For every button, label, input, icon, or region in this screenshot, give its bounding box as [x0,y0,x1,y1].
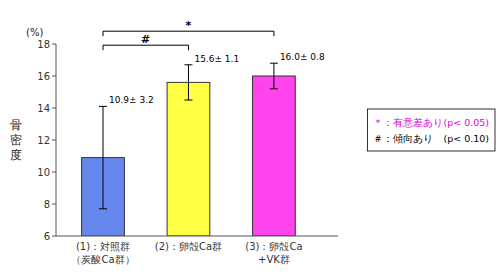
error-line [273,63,274,89]
x-tick-label-line: (2)：卵殻Ca群 [155,241,222,252]
data-label: 15.6± 1.1 [194,54,239,64]
error-bar [270,63,278,89]
y-tick-label: 14 [37,103,50,114]
x-tick-label-line: (1)：対照群 [76,241,130,252]
x-tick-label-line: (3)：卵殻Ca [245,241,302,252]
bar [167,82,210,236]
y-tick [52,172,56,173]
y-tick [52,44,56,45]
bar [253,76,296,236]
data-label: 10.9± 3.2 [109,95,154,105]
x-tick-label: (3)：卵殻Ca +VK群 [245,241,302,265]
y-axis-label: 骨密度 [10,118,22,162]
y-tick [52,76,56,77]
y-axis: 6 8 10 12 14 16 18 [37,39,56,242]
y-tick-label: 8 [44,199,50,210]
significance-mark: # [141,33,150,46]
y-axis-line [56,44,57,236]
data-label: 16.0± 0.8 [280,52,325,62]
y-tick [52,204,56,205]
significance-mark: * [186,19,192,32]
x-axis-line [56,236,338,237]
error-bar [99,106,107,208]
plot-area [82,63,296,236]
note-box: ＊：有意差あり(p< 0.05) ＃：傾向あり (p< 0.10) [367,109,495,151]
y-tick-label: 6 [44,231,50,242]
error-cap [270,88,278,89]
units-label: (%) [26,27,43,38]
note-frame [367,109,495,151]
x-tick-label-line: +VK群 [258,254,290,265]
error-bar [184,65,192,100]
y-axis-label-line: 密 [10,133,22,147]
y-tick-label: 12 [37,135,50,146]
y-tick [52,236,56,237]
y-tick [52,140,56,141]
note-text: ＊：有意差あり(p< 0.05) [373,117,489,128]
x-tick-label: (1)：対照群 （炭酸Ca群） [71,241,134,265]
error-cap [184,100,192,101]
x-tick-label: (2)：卵殻Ca群 [155,241,222,252]
y-tick-label: 18 [37,39,50,50]
error-line [103,106,104,208]
y-tick [52,108,56,109]
error-cap [99,208,107,209]
error-line [188,65,189,100]
y-axis-label-line: 度 [10,148,22,162]
note-text: ＃：傾向あり (p< 0.10) [373,133,489,144]
y-tick-label: 16 [37,71,50,82]
y-tick-label: 10 [37,167,50,178]
chart: 6 8 10 12 14 16 18 10.9± 3.2 15.6± 1.1 16.0± 0.8 (… [0,0,499,276]
x-tick-label-line: （炭酸Ca群） [71,254,134,265]
error-cap [270,63,278,64]
error-cap [99,106,107,107]
y-axis-label-line: 骨 [10,118,22,132]
error-cap [184,64,192,65]
